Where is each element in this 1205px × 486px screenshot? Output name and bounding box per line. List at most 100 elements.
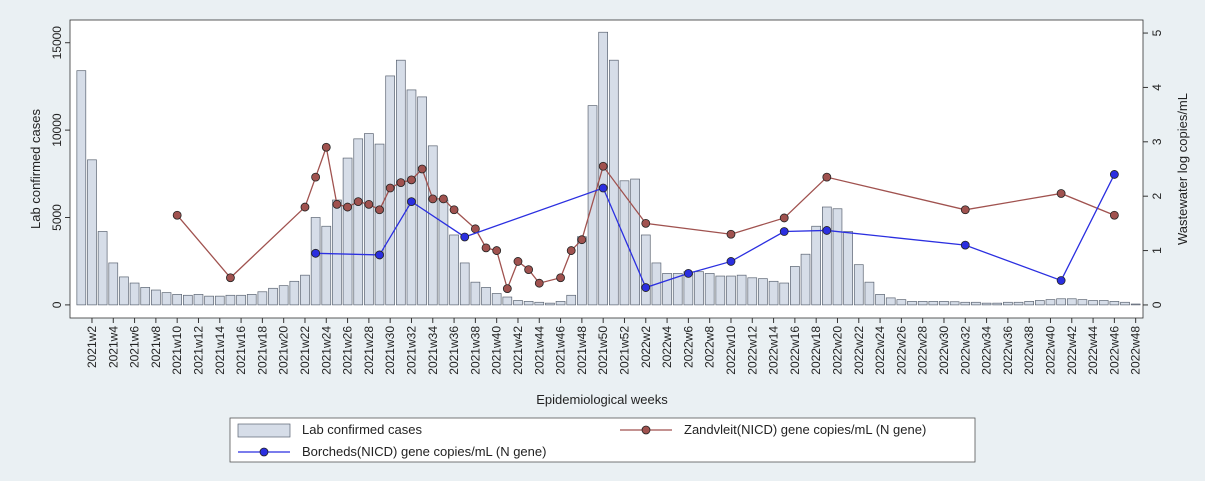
legend-label: Zandvleit(NICD) gene copies/mL (N gene) <box>684 422 926 437</box>
bar <box>289 280 300 306</box>
y2-tick-label: 5 <box>1150 29 1164 36</box>
bar <box>747 277 758 306</box>
bar <box>1035 300 1045 306</box>
point <box>556 273 565 283</box>
legend-swatch <box>641 425 651 435</box>
bar <box>119 276 129 306</box>
bar <box>971 301 981 306</box>
point <box>524 265 534 275</box>
x-tick-label: 2021w8 <box>149 326 163 368</box>
point <box>407 175 416 185</box>
x-tick-label: 2021w50 <box>596 326 610 375</box>
x-tick-label: 2022w34 <box>980 326 994 375</box>
bar <box>640 234 651 306</box>
point <box>417 164 427 174</box>
bar <box>321 225 332 306</box>
bar <box>736 274 747 306</box>
x-tick-label: 2021w2 <box>85 326 99 368</box>
bar <box>161 292 172 306</box>
bar <box>822 206 832 306</box>
x-tick-label: 2022w44 <box>1086 326 1100 375</box>
bar <box>758 278 768 306</box>
point <box>364 199 374 209</box>
bar <box>832 208 843 306</box>
bar <box>513 300 523 306</box>
point <box>449 205 459 215</box>
point <box>577 235 587 245</box>
bar <box>183 294 193 306</box>
bar <box>1045 299 1056 306</box>
bar <box>204 295 214 306</box>
legend-swatch <box>259 447 269 457</box>
bar <box>1088 300 1098 306</box>
point <box>534 278 544 288</box>
x-tick-label: 2022w28 <box>916 326 930 375</box>
bar <box>427 145 438 306</box>
bar <box>214 295 225 306</box>
bar <box>1077 299 1088 306</box>
bar <box>523 301 534 306</box>
bar <box>939 301 949 306</box>
y2-axis-title: Wastewater log copies/mL <box>1175 93 1190 245</box>
bar <box>236 294 246 306</box>
point <box>375 205 384 215</box>
bar <box>949 301 960 306</box>
point <box>641 283 651 292</box>
x-tick-label: 2021w40 <box>490 326 504 375</box>
y2-tick-label: 3 <box>1150 138 1164 145</box>
x-tick-label: 2022w20 <box>830 326 844 375</box>
bar <box>97 231 108 306</box>
point <box>481 243 491 253</box>
y-axis-title: Lab confirmed cases <box>28 109 43 229</box>
y-tick-label: 10000 <box>50 113 64 147</box>
bar <box>726 275 736 306</box>
bar <box>87 159 97 306</box>
x-tick-label: 2022w36 <box>1001 326 1015 375</box>
point <box>726 257 736 266</box>
x-tick-label: 2021w44 <box>532 326 546 375</box>
y2-tick-label: 1 <box>1150 247 1164 254</box>
bar <box>1066 298 1077 306</box>
point <box>822 172 832 182</box>
bar <box>907 301 917 306</box>
bar <box>992 302 1003 306</box>
bar <box>960 301 971 306</box>
x-tick-label: 2021w48 <box>575 326 589 375</box>
y-tick-label: 5000 <box>50 204 64 231</box>
legend-label: Borcheds(NICD) gene copies/mL (N gene) <box>302 444 546 459</box>
x-tick-label: 2022w18 <box>809 326 823 375</box>
bar <box>246 294 257 306</box>
bar <box>811 225 821 306</box>
legend-label: Lab confirmed cases <box>302 422 422 437</box>
x-tick-label: 2022w40 <box>1043 326 1057 375</box>
x-tick-label: 2021w52 <box>617 326 631 375</box>
point <box>960 205 970 215</box>
point <box>353 197 363 207</box>
bar <box>609 59 619 306</box>
x-tick-label: 2021w4 <box>106 326 120 368</box>
x-tick-label: 2022w22 <box>852 326 866 375</box>
bar <box>779 282 790 306</box>
bar <box>885 297 896 306</box>
bar <box>225 294 236 306</box>
bar <box>364 133 374 306</box>
x-tick-label: 2022w42 <box>1065 326 1079 375</box>
bar <box>491 293 502 306</box>
bar <box>1056 298 1066 306</box>
x-tick-label: 2021w42 <box>511 326 525 375</box>
bar <box>353 138 364 306</box>
point <box>172 210 182 220</box>
bar <box>864 281 875 306</box>
x-tick-label: 2021w22 <box>298 326 312 375</box>
y-tick-label: 0 <box>50 301 64 308</box>
bar <box>140 287 151 306</box>
x-tick-label: 2022w12 <box>745 326 759 375</box>
point <box>1109 210 1119 220</box>
point <box>428 194 438 204</box>
x-tick-label: 2022w6 <box>681 326 695 368</box>
bar <box>545 302 555 306</box>
bar <box>1130 303 1141 306</box>
bar <box>374 143 385 306</box>
point <box>502 284 512 294</box>
